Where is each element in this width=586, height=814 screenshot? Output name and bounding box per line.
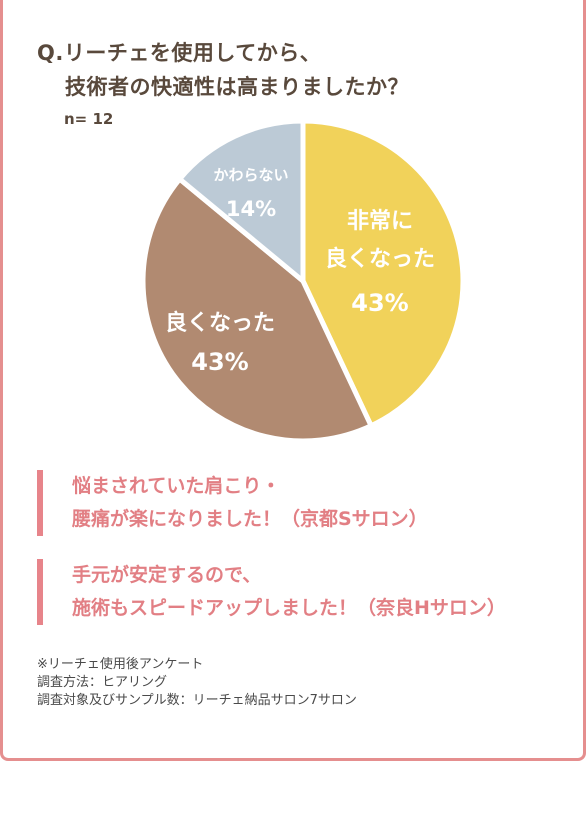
question-line-2: 技術者の快適性は高まりましたか？ [65,75,409,99]
comment-line: 悩まされていた肩こり・ [72,475,281,497]
question-heading: Q.リーチェを使用してから、 技術者の快適性は高まりましたか？ [37,36,557,104]
pie-slice [140,176,374,444]
note-line: 調査方法：ヒアリング [37,675,168,690]
comment-line: 手元が安定するので、 [72,564,262,586]
slice-label: 良くなった [325,246,435,272]
comment-kyoto: 悩まされていた肩こり・ 腰痛が楽になりました！（京都Sサロン） [37,470,428,536]
pie-slice [300,118,466,429]
sample-size: n= 12 [64,110,114,128]
slice-label: かわらない [213,166,288,184]
pie-slice [177,118,306,284]
comment-line: 施術もスピードアップしました！（奈良Hサロン） [72,597,506,619]
question-line-1: Q.リーチェを使用してから、 [37,41,322,65]
comment-nara: 手元が安定するので、 施術もスピードアップしました！（奈良Hサロン） [37,559,506,625]
comment-line: 腰痛が楽になりました！（京都Sサロン） [72,508,428,530]
note-line: 調査対象及びサンプル数：リーチェ納品サロン7サロン [37,693,357,708]
slice-label: 非常に [347,208,413,234]
slice-value-label: 43% [351,289,408,317]
survey-notes: ※リーチェ使用後アンケート 調査方法：ヒアリング 調査対象及びサンプル数：リーチ… [37,656,357,710]
slice-label: 良くなった [165,310,275,336]
note-line: ※リーチェ使用後アンケート [37,657,204,672]
slice-value-label: 43% [191,348,248,376]
slice-value-label: 14% [226,197,276,221]
